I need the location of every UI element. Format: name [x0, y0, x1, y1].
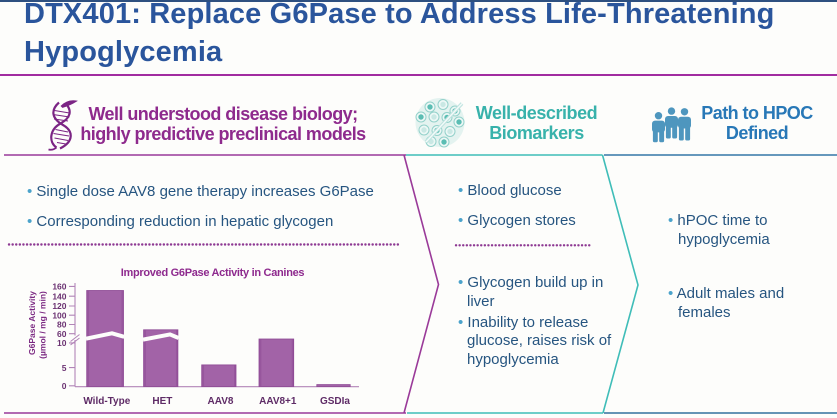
svg-text:Improved G6Pase Activity in Ca: Improved G6Pase Activity in Canines [121, 267, 305, 279]
svg-text:10: 10 [57, 338, 67, 348]
svg-text:60: 60 [57, 329, 67, 339]
svg-text:Wild-Type: Wild-Type [83, 396, 130, 407]
svg-text:AAV8: AAV8 [208, 396, 234, 407]
svg-text:HET: HET [152, 396, 172, 407]
svg-text:GSDIa: GSDIa [320, 396, 350, 407]
svg-text:(µmol / mg / min): (µmol / mg / min) [37, 291, 47, 359]
svg-text:AAV8+1: AAV8+1 [259, 396, 297, 407]
svg-text:0: 0 [62, 381, 67, 391]
svg-text:100: 100 [52, 310, 66, 320]
svg-text:140: 140 [52, 291, 66, 301]
svg-text:5: 5 [62, 363, 67, 373]
svg-text:80: 80 [57, 320, 67, 330]
svg-text:G6Pase Activity: G6Pase Activity [27, 291, 37, 355]
svg-text:160: 160 [52, 282, 66, 292]
svg-text:120: 120 [52, 301, 66, 311]
